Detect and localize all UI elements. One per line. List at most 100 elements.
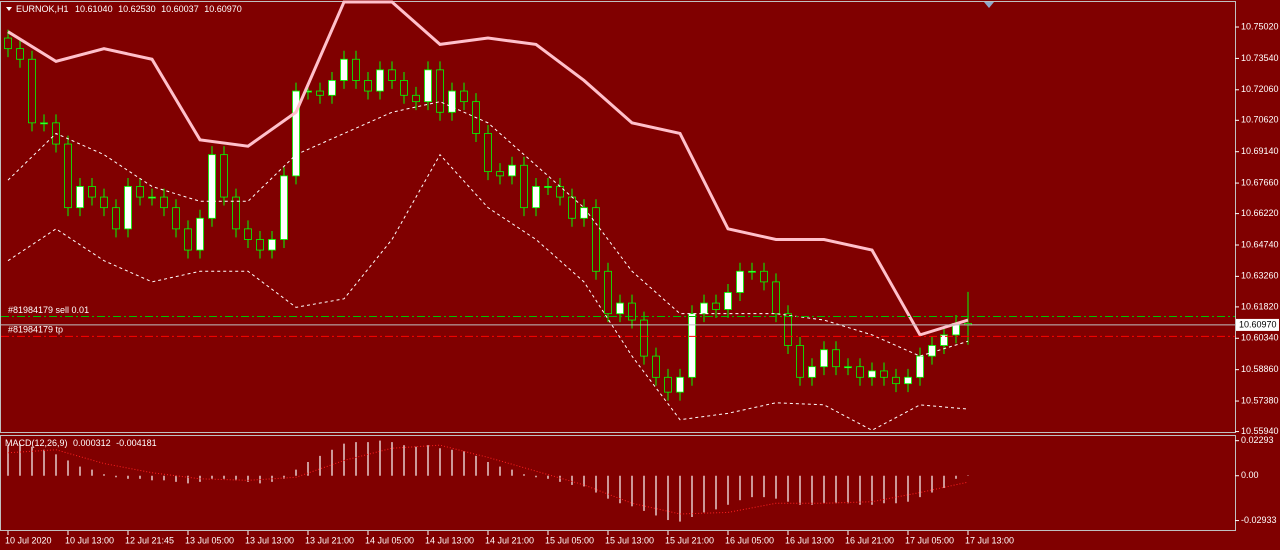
menu-arrow[interactable] (6, 7, 12, 11)
y-tick-label: -0.02933 (1241, 515, 1277, 525)
candle-body (496, 171, 504, 177)
candle-body (184, 228, 192, 251)
candle-body (676, 376, 684, 393)
indicator-line (7, 0, 969, 337)
candle-body (484, 133, 492, 173)
candle-body (76, 186, 84, 209)
candle-body (268, 239, 276, 251)
candle-body (40, 122, 48, 125)
current-price-label: 10.60970 (1239, 319, 1277, 329)
candle-body (244, 228, 252, 240)
candle-body (736, 270, 744, 293)
candle-body (508, 164, 516, 177)
candle-body (784, 313, 792, 346)
indicator-line (7, 444, 969, 515)
order-label: #81984179 sell 0.01 (8, 305, 89, 315)
candle-body (220, 154, 228, 198)
high-readout: 10.62530 (118, 4, 156, 14)
candle-body (568, 196, 576, 219)
candle-body (556, 186, 564, 198)
candle-body (820, 349, 828, 368)
candle-body (124, 186, 132, 230)
candle-body (664, 376, 672, 393)
candle-body (196, 217, 204, 251)
candle-body (412, 94, 420, 103)
candle-body (328, 80, 336, 96)
candle-body (772, 281, 780, 315)
candle-body (592, 207, 600, 272)
x-tick-label: 13 Jul 13:00 (245, 535, 294, 545)
candle-body (532, 186, 540, 209)
x-tick-label: 14 Jul 21:00 (485, 535, 534, 545)
signal-readout: -0.004181 (116, 438, 157, 448)
x-tick-label: 13 Jul 21:00 (305, 535, 354, 545)
candle-body (292, 90, 300, 177)
candle-body (628, 302, 636, 321)
candle-body (520, 164, 528, 209)
candle-body (100, 196, 108, 209)
candle-body (700, 302, 708, 315)
candle-body (748, 270, 756, 273)
shift-marker[interactable] (984, 2, 994, 8)
candle-body (16, 48, 24, 60)
y-tick-label: 10.66220 (1241, 208, 1279, 218)
candle-body (388, 69, 396, 81)
x-tick-label: 14 Jul 13:00 (425, 535, 474, 545)
macd-readout: 0.000312 (73, 438, 111, 448)
y-tick-label: 10.72060 (1241, 84, 1279, 94)
candle-body (208, 154, 216, 219)
x-tick-label: 12 Jul 21:45 (125, 535, 174, 545)
candle-body (832, 349, 840, 368)
x-tick-label: 17 Jul 13:00 (965, 535, 1014, 545)
candle-body (880, 370, 888, 378)
symbol-header: EURNOK,H1 10.61040 10.62530 10.60037 10.… (16, 4, 242, 14)
y-tick-label: 0.00 (1241, 470, 1259, 480)
x-tick-label: 16 Jul 13:00 (785, 535, 834, 545)
candle-body (280, 175, 288, 240)
y-tick-label: 10.69140 (1241, 146, 1279, 156)
indicator-line (7, 101, 969, 357)
candle-body (892, 376, 900, 385)
candle-body (352, 58, 360, 81)
candle-body (4, 37, 12, 50)
candle-body (400, 80, 408, 96)
candle-body (160, 196, 168, 209)
candle-body (652, 355, 660, 378)
x-tick-label: 16 Jul 05:00 (725, 535, 774, 545)
candle-body (364, 80, 372, 92)
candle-body (940, 334, 948, 346)
candle-body (580, 207, 588, 219)
candle-body (436, 69, 444, 113)
open-readout: 10.61040 (75, 4, 113, 14)
price-panel-frame (0, 1, 1236, 433)
y-tick-label: 10.75020 (1241, 21, 1279, 31)
low-readout: 10.60037 (161, 4, 199, 14)
y-tick-label: 10.60340 (1241, 333, 1279, 343)
x-tick-label: 14 Jul 05:00 (365, 535, 414, 545)
candle-body (460, 90, 468, 103)
macd-panel-frame (0, 435, 1236, 531)
candle-body (808, 366, 816, 378)
candle-body (616, 302, 624, 315)
candle-body (604, 270, 612, 315)
candle-body (112, 207, 120, 230)
candle-body (148, 196, 156, 199)
y-tick-label: 10.73540 (1241, 53, 1279, 63)
x-tick-label: 10 Jul 2020 (5, 535, 52, 545)
current-price-box (1236, 318, 1279, 331)
candle-body (256, 239, 264, 251)
candle-body (232, 196, 240, 230)
symbol: EURNOK,H1 (16, 4, 69, 14)
candle-body (64, 143, 72, 209)
macd-title: MACD(12,26,9) (5, 438, 68, 448)
candle-body (172, 207, 180, 230)
candle-body (544, 186, 552, 188)
x-tick-label: 17 Jul 05:00 (905, 535, 954, 545)
y-tick-label: 10.63260 (1241, 271, 1279, 281)
candle-body (316, 90, 324, 96)
candle-body (928, 345, 936, 357)
candle-body (688, 313, 696, 378)
candle-body (712, 302, 720, 310)
